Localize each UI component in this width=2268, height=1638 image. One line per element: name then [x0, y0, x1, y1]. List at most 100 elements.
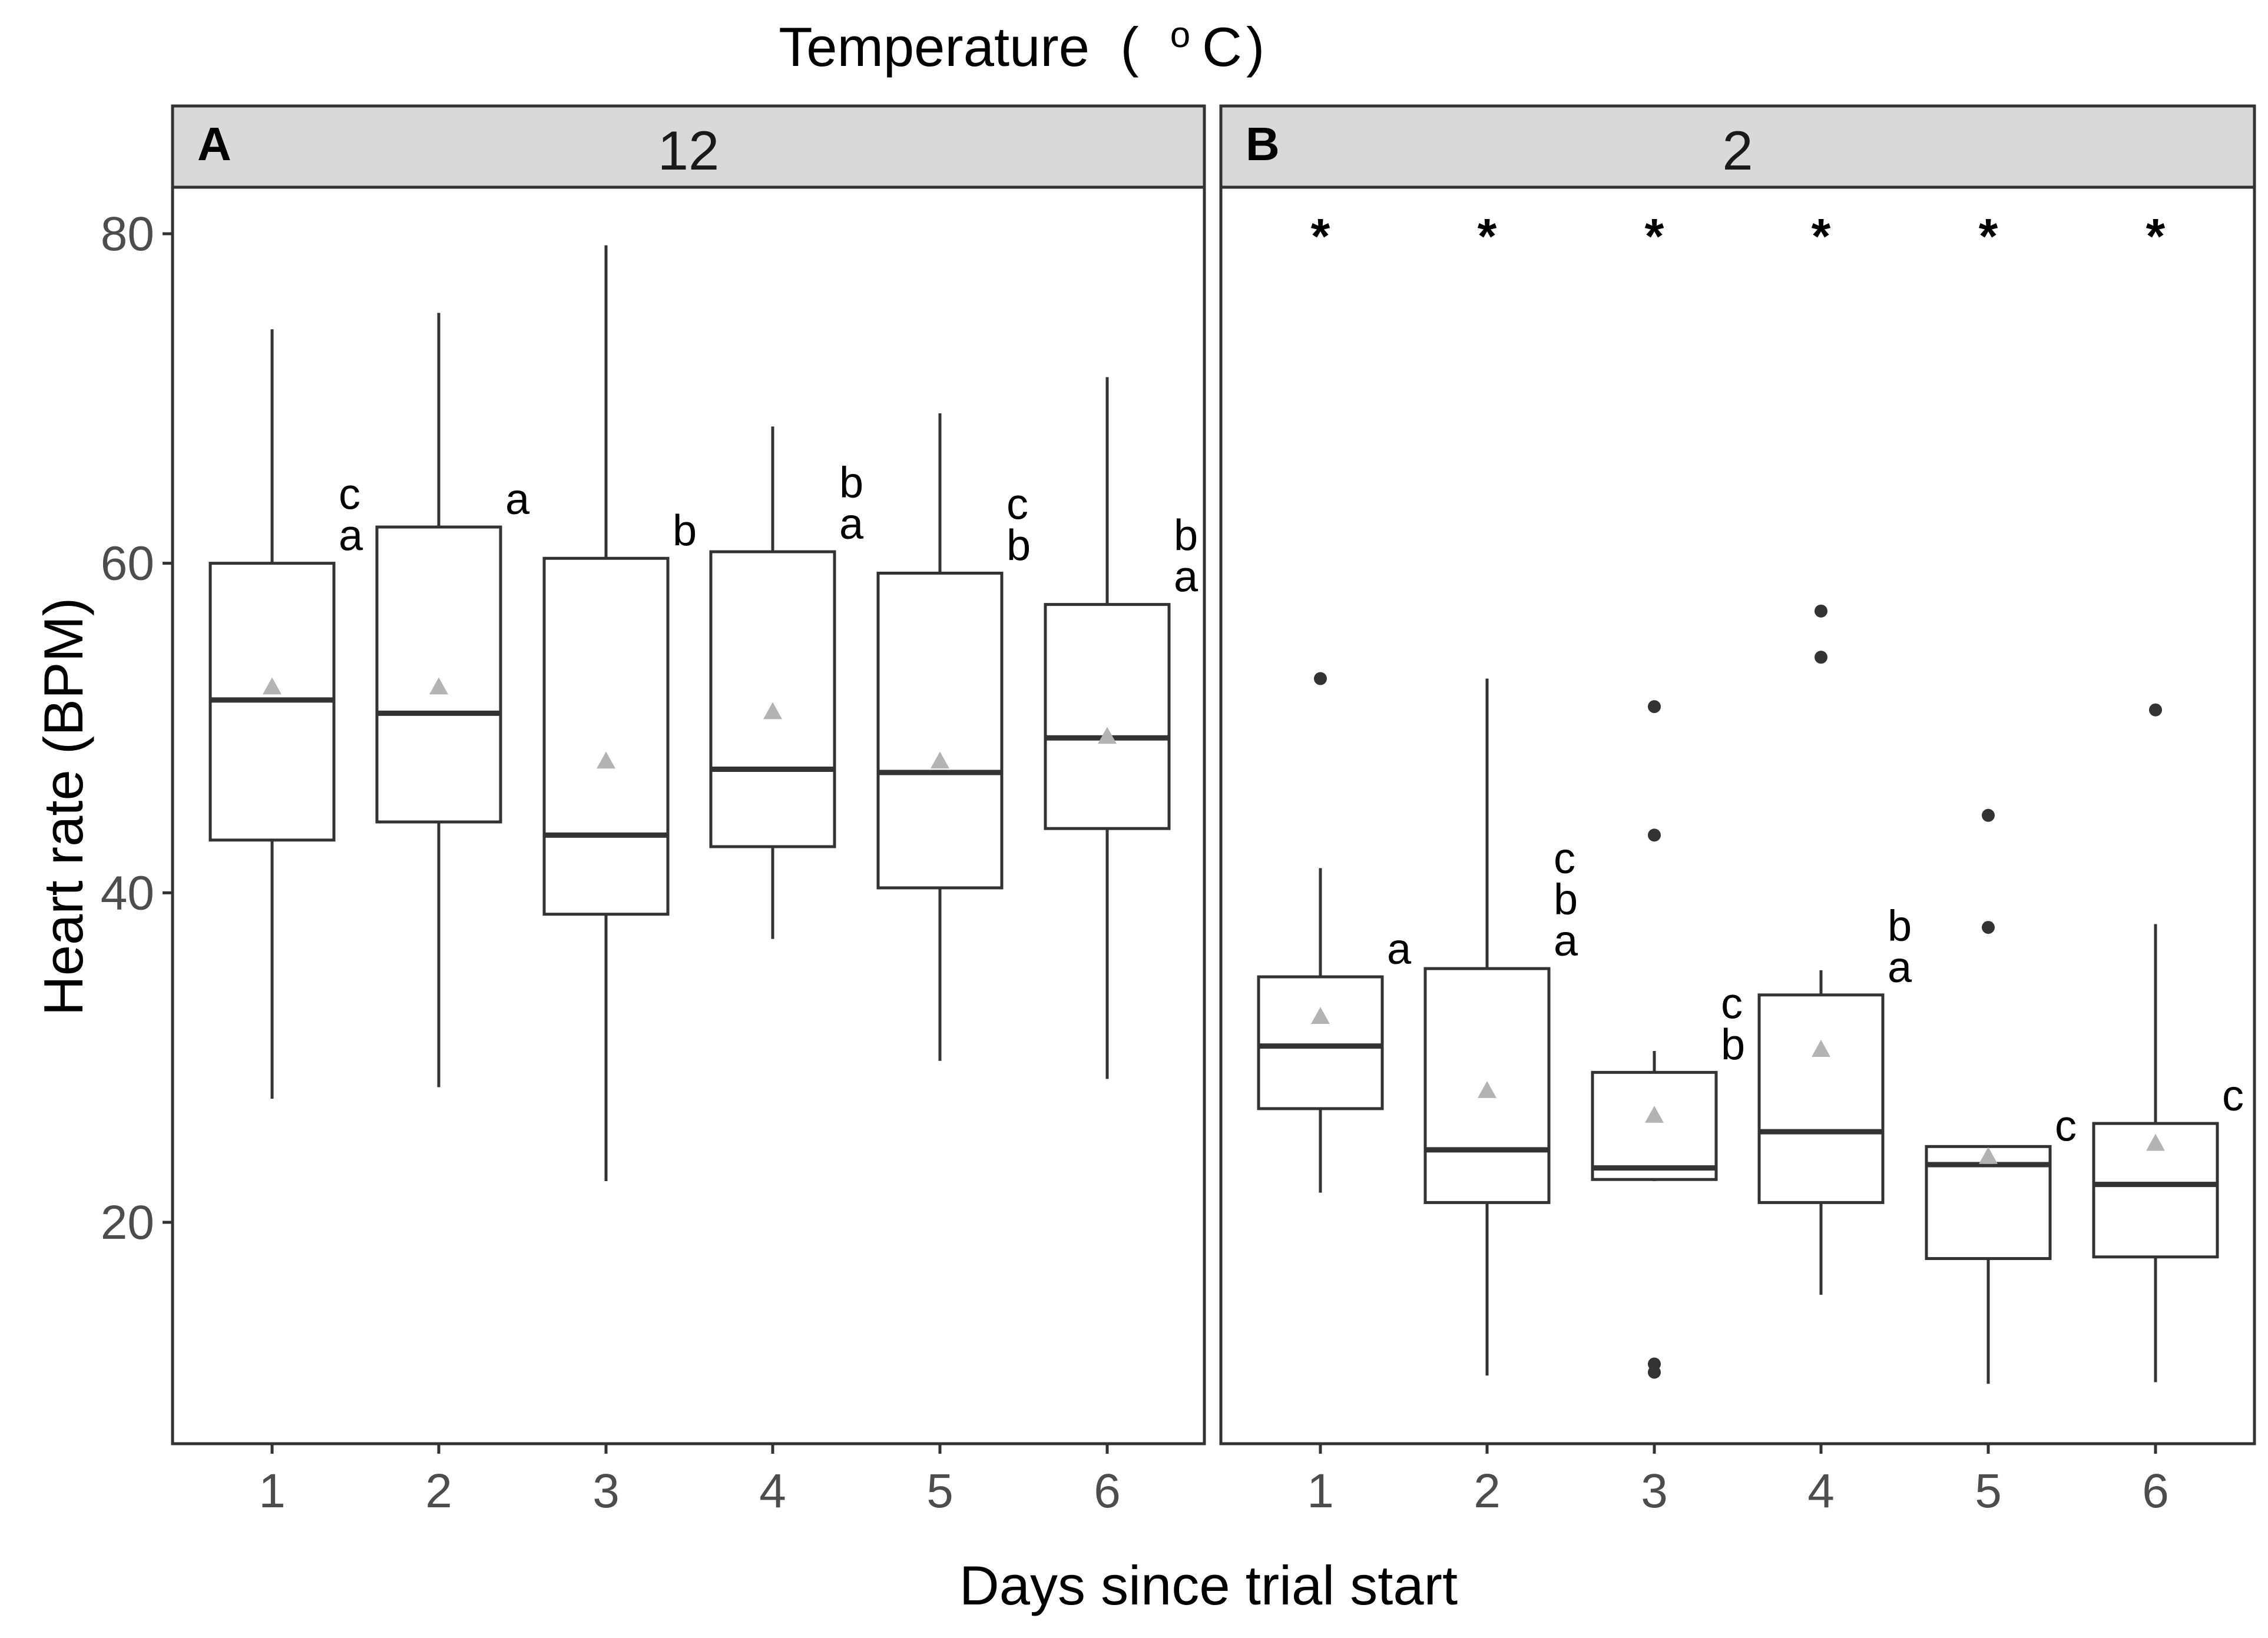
y-axis-label: Heart rate (BPM): [32, 598, 94, 1016]
figure-title: Temperature ( o C ): [779, 15, 1264, 78]
x-tick-label: 3: [592, 1464, 620, 1518]
title-unit-superscript: o: [1170, 15, 1190, 55]
box-day-6: c: [2092, 703, 2244, 1382]
group-letter: a: [839, 499, 864, 548]
box-day-6: ba: [1044, 377, 1198, 1079]
outlier-point: [1648, 828, 1661, 842]
iqr-box: [1423, 967, 1551, 1204]
box-day-5: cb: [876, 413, 1031, 1061]
title-unit-letter: C: [1202, 16, 1242, 78]
iqr-box: [1591, 1070, 1718, 1181]
y-tick-label: 40: [101, 866, 154, 920]
iqr-box: [1044, 603, 1171, 830]
mean-marker: [1311, 1007, 1330, 1024]
group-letter: a: [1888, 943, 1912, 992]
box-day-3: b: [542, 245, 697, 1182]
group-letter: b: [673, 506, 697, 555]
mean-marker: [429, 677, 448, 695]
significance-star: *: [2146, 208, 2166, 264]
panel-frame: [171, 185, 1206, 1445]
box-day-5: c: [1925, 808, 2077, 1384]
x-tick-label: 5: [1975, 1464, 2002, 1518]
group-letter: b: [1888, 901, 1912, 950]
iqr-box: [375, 525, 502, 824]
outlier-point: [1815, 651, 1827, 664]
mean-marker: [263, 677, 282, 695]
box-day-1: ca: [208, 329, 363, 1099]
x-tick-label: 6: [2142, 1464, 2169, 1518]
iqr-box: [709, 550, 836, 848]
panel-strip: [1219, 104, 2256, 189]
group-letter: c: [1721, 979, 1743, 1027]
significance-star: *: [1478, 208, 1497, 264]
title-paren-open: (: [1120, 16, 1138, 78]
x-tick-label: 6: [1094, 1464, 1121, 1518]
group-letter: c: [1006, 479, 1028, 528]
group-letter: a: [339, 511, 363, 560]
iqr-box: [1257, 975, 1384, 1110]
x-tick-label: 4: [759, 1464, 786, 1518]
box-day-4: ba: [709, 426, 864, 939]
mean-marker: [931, 751, 949, 769]
group-letter: a: [1554, 916, 1578, 965]
title-paren-close: ): [1246, 16, 1264, 78]
outlier-point: [1314, 672, 1327, 685]
significance-star: *: [1645, 208, 1664, 264]
outlier-point: [1982, 921, 1995, 934]
iqr-box: [542, 556, 670, 916]
y-tick-label: 20: [101, 1196, 154, 1249]
box-day-2: cba: [1423, 678, 1578, 1376]
x-tick-label: 4: [1807, 1464, 1835, 1518]
significance-star: *: [1311, 208, 1330, 264]
group-letter: c: [2055, 1101, 2077, 1150]
box-day-1: a: [1257, 672, 1412, 1193]
panel-temperature-label: 2: [1722, 120, 1753, 181]
x-tick-label: 2: [1474, 1464, 1501, 1518]
group-letter: a: [1387, 924, 1412, 973]
group-letter: c: [1554, 834, 1575, 883]
group-letter: a: [505, 475, 530, 523]
x-tick-label: 2: [425, 1464, 452, 1518]
panel-frame: [1219, 185, 2256, 1445]
y-tick-label: 60: [101, 537, 154, 591]
group-letter: b: [1554, 875, 1578, 924]
mean-marker: [1098, 727, 1117, 744]
group-letter: b: [1174, 511, 1198, 560]
mean-marker: [763, 702, 782, 719]
outlier-point: [1815, 604, 1827, 618]
panel-strip: [171, 104, 1206, 189]
panel-tag-label: B: [1246, 118, 1280, 170]
group-letter: c: [2222, 1071, 2244, 1120]
mean-marker: [1812, 1040, 1830, 1057]
box-day-3: cb: [1591, 700, 1745, 1379]
panel-tag-label: A: [197, 118, 231, 170]
significance-star: *: [1812, 208, 1831, 264]
group-letter: a: [1174, 552, 1198, 601]
x-tick-label: 1: [1307, 1464, 1334, 1518]
box-day-2: a: [375, 313, 530, 1087]
group-letter: b: [1006, 520, 1031, 569]
outlier-point: [1648, 1365, 1661, 1379]
iqr-box: [1757, 993, 1885, 1204]
box-day-4: ba: [1757, 604, 1912, 1295]
iqr-box: [876, 571, 1004, 890]
mean-marker: [1645, 1106, 1664, 1123]
outlier-point: [2149, 703, 2162, 717]
mean-marker: [1979, 1147, 1998, 1164]
x-axis-label: Days since trial start: [959, 1554, 1458, 1616]
title-text: Temperature: [779, 16, 1090, 78]
x-tick-label: 1: [259, 1464, 286, 1518]
outlier-point: [1982, 808, 1995, 822]
group-letter: b: [839, 458, 863, 507]
mean-marker: [1478, 1081, 1496, 1098]
x-tick-label: 5: [926, 1464, 953, 1518]
outlier-point: [1648, 700, 1661, 714]
mean-marker: [2146, 1133, 2165, 1151]
significance-star: *: [1979, 208, 1998, 264]
x-tick-label: 3: [1641, 1464, 1668, 1518]
panel-temperature-label: 12: [658, 120, 720, 181]
